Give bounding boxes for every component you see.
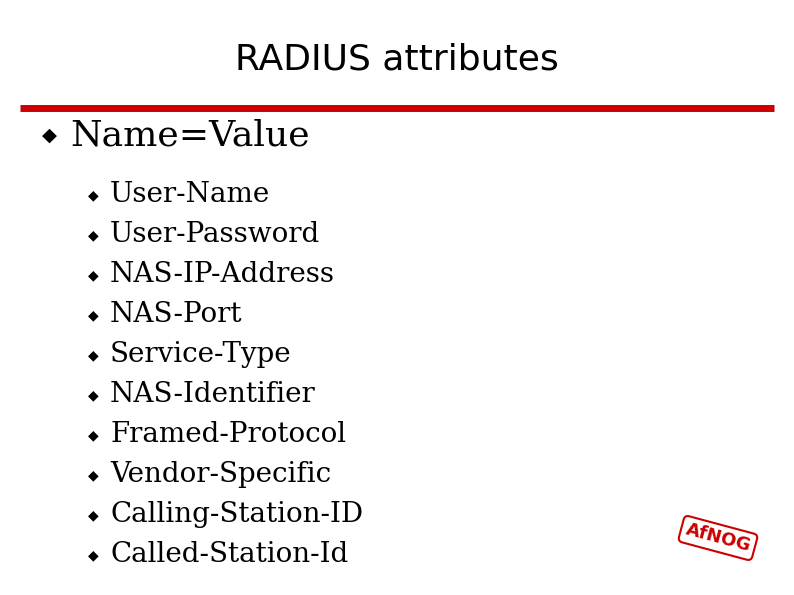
Text: ◆: ◆ [88, 268, 98, 282]
Text: NAS-Port: NAS-Port [110, 302, 242, 328]
Text: AfNOG: AfNOG [684, 521, 753, 555]
Text: ◆: ◆ [88, 548, 98, 562]
Text: User-Name: User-Name [110, 181, 270, 208]
Text: NAS-Identifier: NAS-Identifier [110, 381, 316, 409]
Text: ◆: ◆ [88, 228, 98, 242]
Text: ◆: ◆ [42, 126, 57, 145]
Text: ◆: ◆ [88, 428, 98, 442]
Text: ◆: ◆ [88, 188, 98, 202]
Text: ◆: ◆ [88, 348, 98, 362]
Text: Service-Type: Service-Type [110, 342, 291, 368]
Text: ◆: ◆ [88, 308, 98, 322]
Text: ◆: ◆ [88, 388, 98, 402]
Text: RADIUS attributes: RADIUS attributes [235, 43, 559, 77]
Text: NAS-IP-Address: NAS-IP-Address [110, 261, 335, 289]
Text: Calling-Station-ID: Calling-Station-ID [110, 502, 363, 528]
Text: Framed-Protocol: Framed-Protocol [110, 421, 346, 449]
Text: Called-Station-Id: Called-Station-Id [110, 541, 349, 568]
Text: User-Password: User-Password [110, 221, 320, 249]
Text: ◆: ◆ [88, 468, 98, 482]
Text: Name=Value: Name=Value [70, 118, 310, 152]
Text: Vendor-Specific: Vendor-Specific [110, 462, 331, 488]
Text: ◆: ◆ [88, 508, 98, 522]
